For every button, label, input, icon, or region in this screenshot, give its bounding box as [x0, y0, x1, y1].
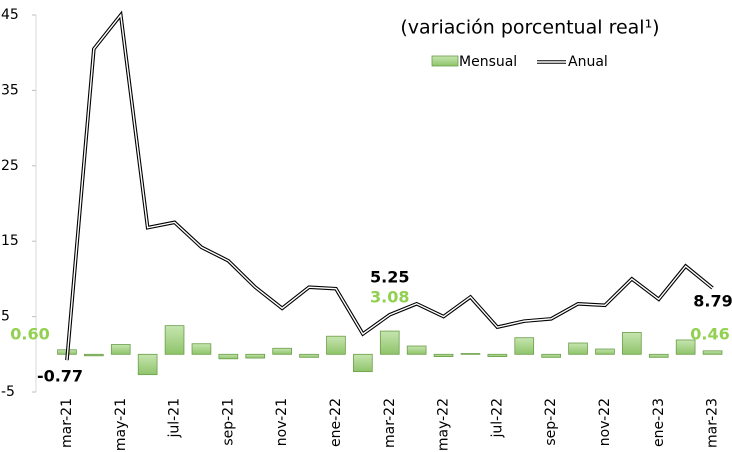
bar: [568, 342, 588, 355]
bar: [191, 343, 212, 355]
y-tick-label: 5: [1, 309, 10, 325]
bar: [460, 353, 481, 355]
bar: [648, 353, 669, 358]
y-tick-label: 35: [1, 82, 19, 98]
x-tick-label: mar-22: [382, 398, 398, 448]
data-label: -0.77: [37, 367, 83, 386]
bar: [164, 325, 185, 355]
data-label: 0.60: [10, 325, 49, 344]
data-label: 0.46: [690, 325, 729, 344]
data-label: 8.79: [693, 292, 732, 311]
bar: [622, 332, 642, 355]
bar: [675, 339, 696, 355]
x-tick-label: mar-23: [705, 398, 721, 448]
bar: [84, 353, 104, 357]
line-outline: [65, 10, 714, 361]
bar: [541, 353, 561, 358]
bar: [433, 353, 454, 357]
x-tick-label: may-21: [113, 398, 129, 451]
x-tick-label: jul-22: [489, 398, 505, 439]
bar: [218, 353, 239, 360]
y-tick-label: 25: [1, 158, 19, 174]
data-label: 3.08: [370, 288, 409, 307]
bar: [353, 353, 373, 373]
x-tick-label: sep-22: [543, 398, 559, 446]
chart-title: (variación porcentual real¹): [400, 17, 659, 39]
legend-label: Anual: [568, 54, 608, 70]
x-tick-label: nov-21: [274, 398, 290, 446]
legend-label: Mensual: [459, 54, 517, 70]
bar: [702, 350, 723, 355]
bar: [110, 344, 131, 355]
bar: [595, 348, 615, 355]
x-tick-label: jul-21: [167, 398, 183, 439]
x-tick-label: ene-23: [651, 398, 667, 447]
bar: [272, 347, 292, 355]
bar: [299, 353, 319, 358]
bar: [514, 337, 535, 355]
line-inner: [66, 13, 713, 361]
bar: [487, 353, 508, 357]
bar: [326, 335, 346, 355]
y-tick-label: -5: [1, 384, 15, 400]
bar: [379, 330, 400, 355]
y-tick-label: 15: [1, 233, 19, 249]
x-tick-label: ene-22: [328, 398, 344, 447]
legend-swatch: [431, 55, 459, 67]
x-tick-label: sep-21: [220, 398, 236, 446]
y-tick-label: 45: [1, 7, 19, 23]
x-tick-label: may-22: [436, 398, 452, 451]
x-tick-label: mar-21: [59, 398, 75, 448]
x-tick-label: nov-22: [597, 398, 613, 446]
bar: [137, 353, 158, 376]
bar: [406, 345, 427, 355]
data-label: 5.25: [370, 268, 409, 287]
bar: [245, 353, 266, 359]
